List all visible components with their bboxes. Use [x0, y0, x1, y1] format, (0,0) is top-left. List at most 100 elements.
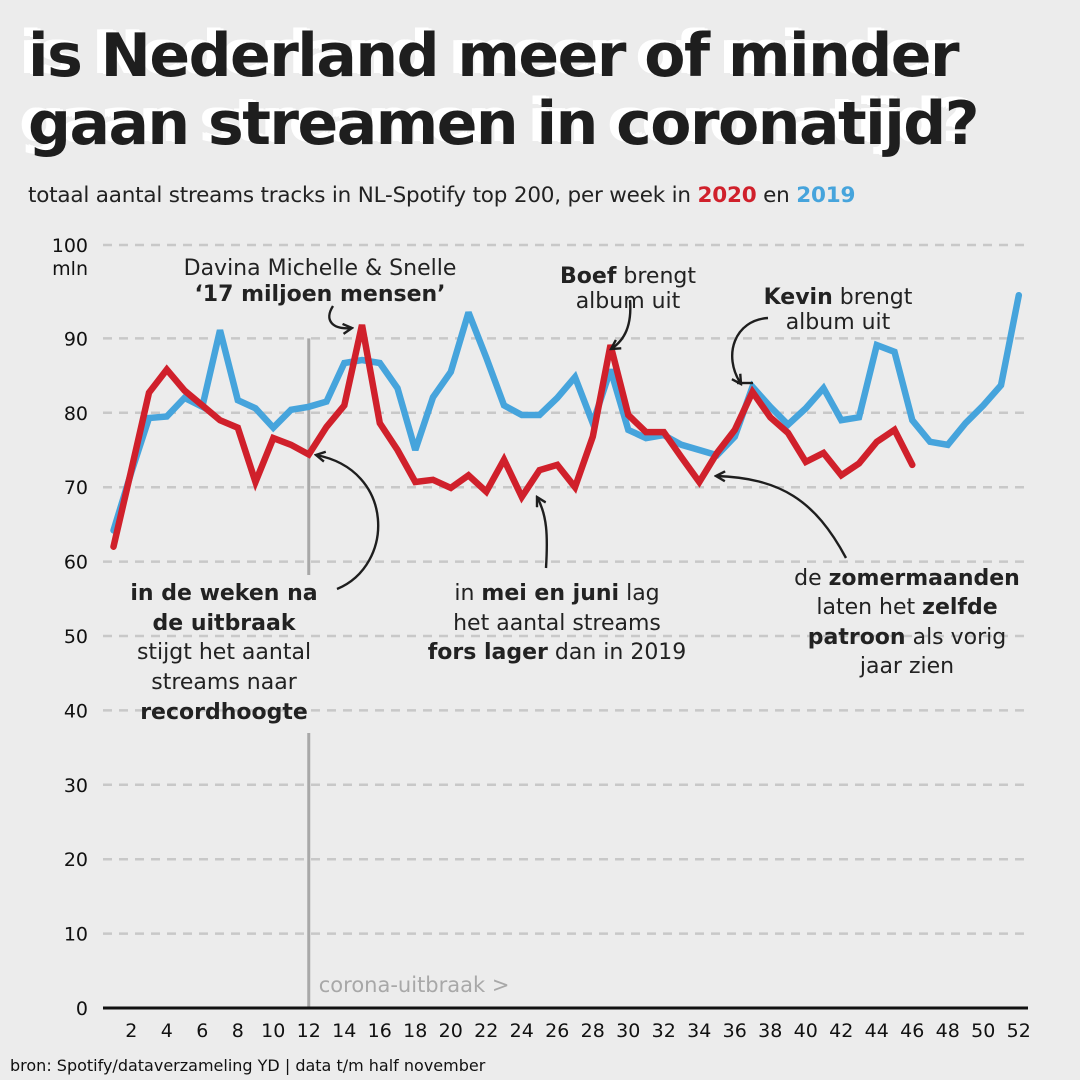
annotation-boef-line-2: album uit [576, 289, 681, 314]
chart-subtitle: totaal aantal streams tracks in NL-Spoti… [28, 183, 855, 208]
gridlines [103, 243, 1030, 935]
annotation-zomer-pre: de [794, 566, 829, 591]
annotation-boef-rest: brengt [616, 264, 696, 289]
annotation-zomer-line-1: de zomermaanden [794, 566, 1020, 591]
x-tick-label: 44 [865, 1020, 889, 1042]
series-line-2020 [110, 324, 916, 550]
x-tick-label: 14 [332, 1020, 356, 1042]
subtitle-middle: en [756, 183, 797, 208]
arrow-outbreak [316, 455, 380, 591]
y-unit-label: mln [52, 258, 88, 280]
x-tick-label: 28 [581, 1020, 605, 1042]
annotation-zomer-line3-rest: als vorig [906, 625, 1007, 650]
x-tick-label: 10 [261, 1020, 285, 1042]
y-tick-label: 40 [64, 700, 88, 722]
y-axis-ticks: 0 10 20 30 40 50 60 70 80 90 100 [52, 235, 88, 1020]
chart-title: is Nederland meer of minder gaan streame… [28, 22, 1080, 158]
annotation-mei-post: lag [619, 581, 660, 606]
annotation-zomer-line-3: patroon als vorig [808, 625, 1007, 650]
annotation-outbreak: in de weken na de uitbraak stijgt het aa… [130, 581, 317, 725]
x-tick-label: 34 [687, 1020, 711, 1042]
annotation-davina-line-1: Davina Michelle & Snelle [184, 256, 457, 281]
annotation-boef-line-1: Boef brengt [560, 264, 696, 289]
annotation-davina: Davina Michelle & Snelle ‘17 miljoen men… [184, 256, 457, 307]
annotation-mei-line-3: fors lager dan in 2019 [428, 640, 687, 665]
arrow-davina [328, 305, 352, 328]
legend-2020: 2020 [697, 183, 757, 208]
x-tick-label: 52 [1007, 1020, 1031, 1042]
annotation-zomer-line2-bold: zelfde [922, 595, 998, 620]
annotation-zomer-line-2: laten het zelfde [816, 595, 997, 620]
arrow-kevin [731, 316, 769, 384]
annotation-mei-pre: in [454, 581, 481, 606]
y-tick-label: 100 [52, 235, 88, 257]
series-lines [110, 291, 1023, 550]
y-tick-label: 30 [64, 775, 88, 797]
annotation-outbreak-line-5: recordhoogte [140, 700, 308, 725]
x-tick-label: 20 [439, 1020, 463, 1042]
annotation-zomer-line2-pre: laten het [816, 595, 922, 620]
annotation-kevin-line-1: Kevin brengt [764, 285, 913, 310]
x-tick-label: 12 [297, 1020, 321, 1042]
y-tick-label: 50 [64, 626, 88, 648]
x-tick-label: 8 [232, 1020, 244, 1042]
annotation-mei-line-1: in mei en juni lag [454, 581, 659, 606]
x-tick-label: 48 [936, 1020, 960, 1042]
x-tick-label: 50 [971, 1020, 995, 1042]
y-tick-label: 10 [64, 924, 88, 946]
x-tick-label: 42 [829, 1020, 853, 1042]
annotation-zomer-bold: zomermaanden [829, 566, 1020, 591]
x-tick-label: 26 [545, 1020, 569, 1042]
y-tick-label: 0 [76, 998, 88, 1020]
annotation-kevin: Kevin brengt album uit [764, 285, 913, 335]
x-tick-label: 30 [616, 1020, 640, 1042]
annotation-kevin-rest: brengt [833, 285, 913, 310]
annotation-mei-juni: in mei en juni lag het aantal streams fo… [428, 581, 687, 665]
x-tick-label: 40 [794, 1020, 818, 1042]
subtitle-prefix: totaal aantal streams tracks in NL-Spoti… [28, 183, 698, 208]
x-tick-label: 24 [510, 1020, 534, 1042]
x-tick-label: 38 [758, 1020, 782, 1042]
title-line-1: is Nederland meer of minder [28, 21, 960, 91]
legend-2019: 2019 [796, 183, 856, 208]
y-tick-label: 20 [64, 849, 88, 871]
x-tick-label: 16 [368, 1020, 392, 1042]
arrow-boef [611, 299, 632, 349]
annotation-zomer-line3-bold: patroon [808, 625, 906, 650]
x-tick-label: 36 [723, 1020, 747, 1042]
source-note: bron: Spotify/dataverzameling YD | data … [10, 1056, 486, 1075]
series-line-2019 [110, 291, 1023, 534]
arrow-mei-juni [537, 497, 549, 569]
title-line-2: gaan streamen in coronatijd? [28, 89, 980, 159]
annotation-boef: Boef brengt album uit [560, 264, 696, 314]
annotation-outbreak-line-3: stijgt het aantal [137, 640, 311, 665]
annotation-zomer: de zomermaanden laten het zelfde patroon… [794, 566, 1020, 679]
x-tick-label: 32 [652, 1020, 676, 1042]
annotation-outbreak-line-1: in de weken na [130, 581, 317, 606]
annotation-mei-bold: mei en juni [481, 581, 619, 606]
x-tick-label: 4 [161, 1020, 173, 1042]
annotation-mei-line3-rest: dan in 2019 [548, 640, 686, 665]
y-tick-label: 60 [64, 552, 88, 574]
arrow-zomer [716, 476, 848, 559]
annotation-zomer-line-4: jaar zien [859, 654, 954, 679]
annotation-kevin-bold: Kevin [764, 285, 833, 310]
annotation-davina-line-2: ‘17 miljoen mensen’ [194, 282, 445, 307]
x-tick-label: 18 [403, 1020, 427, 1042]
annotation-outbreak-line-2: de uitbraak [153, 611, 297, 636]
y-tick-label: 80 [64, 403, 88, 425]
x-tick-label: 6 [196, 1020, 208, 1042]
y-tick-label: 70 [64, 477, 88, 499]
annotation-boef-bold: Boef [560, 264, 617, 289]
annotation-mei-line3-bold: fors lager [428, 640, 548, 665]
y-tick-label: 90 [64, 328, 88, 350]
annotation-outbreak-line-4: streams naar [151, 670, 297, 695]
x-tick-label: 22 [474, 1020, 498, 1042]
x-tick-label: 2 [125, 1020, 137, 1042]
x-tick-label: 46 [900, 1020, 924, 1042]
x-axis-ticks: 2 4 6 8 10 12 14 16 18 20 22 24 26 28 30 32 34 36 38 40 42 44… [125, 1020, 1031, 1042]
annotation-mei-line-2: het aantal streams [453, 611, 661, 636]
annotation-kevin-line-2: album uit [786, 310, 891, 335]
corona-outbreak-label: corona-uitbraak > [319, 973, 510, 997]
